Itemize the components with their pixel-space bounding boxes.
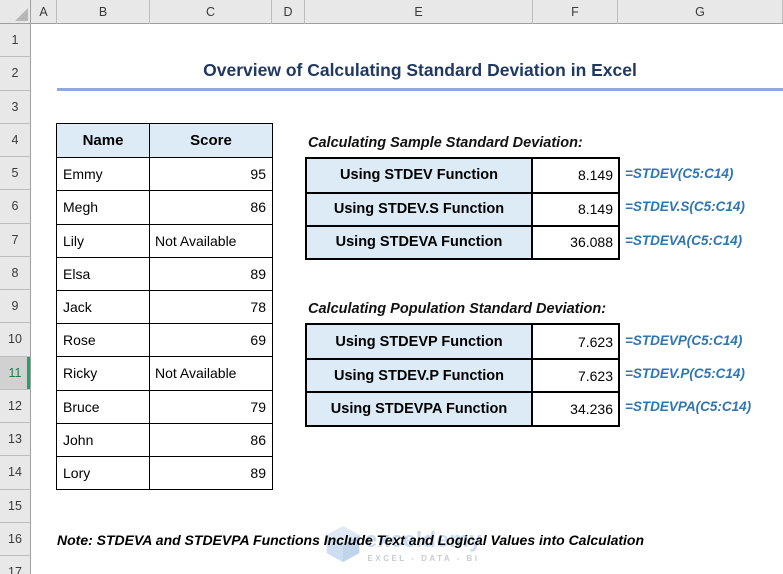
table-row: Lory 89 [57,455,272,490]
row-header-9[interactable]: 9 [0,290,31,324]
watermark-brand: exceldemy [365,527,483,552]
function-value-cell[interactable]: 8.149 [577,201,613,218]
row-header-8[interactable]: 8 [0,256,31,290]
table-row: Ricky Not Available [57,356,272,390]
score-cell[interactable]: 86 [250,199,266,216]
row-header-16[interactable]: 16 [0,522,31,556]
table-row: Using STDEV.S Function 8.149 [307,191,618,225]
watermark-texts: exceldemy EXCEL - DATA - BI [365,527,482,563]
function-value-cell[interactable]: 7.623 [577,333,613,350]
table-row: Jack 78 [57,289,272,324]
function-value-cell[interactable]: 8.149 [577,167,613,184]
population-section-heading[interactable]: Calculating Population Standard Deviatio… [308,301,607,317]
sheet-title[interactable]: Overview of Calculating Standard Deviati… [203,60,637,80]
formula-text[interactable]: =STDEV.S(C5:C14) [625,199,745,215]
function-value-cell[interactable]: 34.236 [570,400,613,417]
table-row: Bruce 79 [57,389,272,423]
scores-table: Name Score Emmy 95 Megh 86 Lily Not Avai… [56,123,273,491]
table-row: Lily Not Available [57,223,272,257]
sample-section-heading[interactable]: Calculating Sample Standard Deviation: [308,135,583,151]
function-label-cell[interactable]: Using STDEVP Function [307,325,533,359]
row-header-10[interactable]: 10 [0,323,31,357]
function-value-cell[interactable]: 7.623 [577,367,613,384]
table-row: Elsa 89 [57,256,272,290]
row-header-13[interactable]: 13 [0,423,31,457]
score-cell[interactable]: 89 [250,464,266,481]
column-header-g[interactable]: G [618,0,783,24]
name-cell[interactable]: Emmy [57,158,150,191]
score-cell[interactable]: Not Available [155,365,237,382]
sample-functions-table: Using STDEV Function 8.149 Using STDEV.S… [305,156,620,260]
name-cell[interactable]: Bruce [57,390,150,423]
note-text[interactable]: Note: STDEVA and STDEVPA Functions Inclu… [57,531,645,548]
column-header-e[interactable]: E [305,0,533,24]
function-label-cell[interactable]: Using STDEV.S Function [307,193,533,225]
row-header-2[interactable]: 2 [0,57,31,91]
score-cell[interactable]: 79 [250,398,266,415]
row-header-5[interactable]: 5 [0,157,31,191]
name-cell[interactable]: Rose [57,324,150,357]
function-label-cell[interactable]: Using STDEVPA Function [307,393,533,425]
table-row: John 86 [57,422,272,456]
name-cell[interactable]: Jack [57,290,150,324]
table-row: Using STDEVP Function 7.623 [307,325,618,359]
name-cell[interactable]: Elsa [57,257,150,290]
formula-text[interactable]: =STDEV(C5:C14) [625,166,734,182]
table-row: Emmy 95 [57,157,272,191]
score-cell[interactable]: 95 [250,166,266,183]
formula-text[interactable]: =STDEVP(C5:C14) [625,332,743,348]
row-header-12[interactable]: 12 [0,389,31,423]
row-header-15[interactable]: 15 [0,489,31,523]
population-functions-table: Using STDEVP Function 7.623 Using STDEV.… [305,323,620,427]
scores-header-name[interactable]: Name [57,124,150,158]
row-header-17[interactable]: 17 [0,556,31,574]
function-label-cell[interactable]: Using STDEV Function [307,158,533,192]
name-cell[interactable]: Lory [57,456,150,490]
column-header-a[interactable]: A [31,0,57,24]
column-header-b[interactable]: B [57,0,150,24]
formula-text[interactable]: =STDEVPA(C5:C14) [625,399,752,415]
table-row: Rose 69 [57,323,272,357]
table-row: Megh 86 [57,190,272,224]
scores-table-header-row: Name Score [57,124,272,158]
table-row: Using STDEV.P Function 7.623 [307,358,618,392]
watermark-tagline: EXCEL - DATA - BI [367,554,480,563]
column-header-f[interactable]: F [533,0,618,24]
scores-header-score[interactable]: Score [150,124,272,158]
score-cell[interactable]: Not Available [155,232,237,249]
name-cell[interactable]: Lily [57,224,150,257]
function-label-cell[interactable]: Using STDEVA Function [307,226,533,258]
formula-text[interactable]: =STDEV.P(C5:C14) [625,365,745,381]
table-row: Using STDEV Function 8.149 [307,158,618,192]
column-header-c[interactable]: C [150,0,272,24]
row-header-6[interactable]: 6 [0,190,31,224]
score-cell[interactable]: 86 [250,431,266,448]
exceldemy-cube-icon [326,525,360,563]
row-header-7[interactable]: 7 [0,223,31,257]
row-header-11-active[interactable]: 11 [0,356,31,390]
title-underline-rule [57,88,783,91]
function-label-cell[interactable]: Using STDEV.P Function [307,360,533,392]
name-cell[interactable]: Megh [57,191,150,224]
row-header-4[interactable]: 4 [0,123,31,157]
row-header-1[interactable]: 1 [0,24,31,58]
formula-text[interactable]: =STDEVA(C5:C14) [625,232,743,248]
column-header-d[interactable]: D [272,0,305,24]
row-header-14[interactable]: 14 [0,456,31,490]
row-header-3[interactable]: 3 [0,90,31,124]
select-all-corner[interactable] [0,0,31,24]
name-cell[interactable]: John [57,423,150,456]
table-row: Using STDEVA Function 36.088 [307,224,618,258]
score-cell[interactable]: 89 [250,265,266,282]
name-cell[interactable]: Ricky [57,357,150,390]
table-row: Using STDEVPA Function 34.236 [307,391,618,425]
score-cell[interactable]: 69 [250,332,266,349]
score-cell[interactable]: 78 [250,299,266,316]
exceldemy-watermark: exceldemy EXCEL - DATA - BI [324,524,482,564]
function-value-cell[interactable]: 36.088 [570,234,613,251]
